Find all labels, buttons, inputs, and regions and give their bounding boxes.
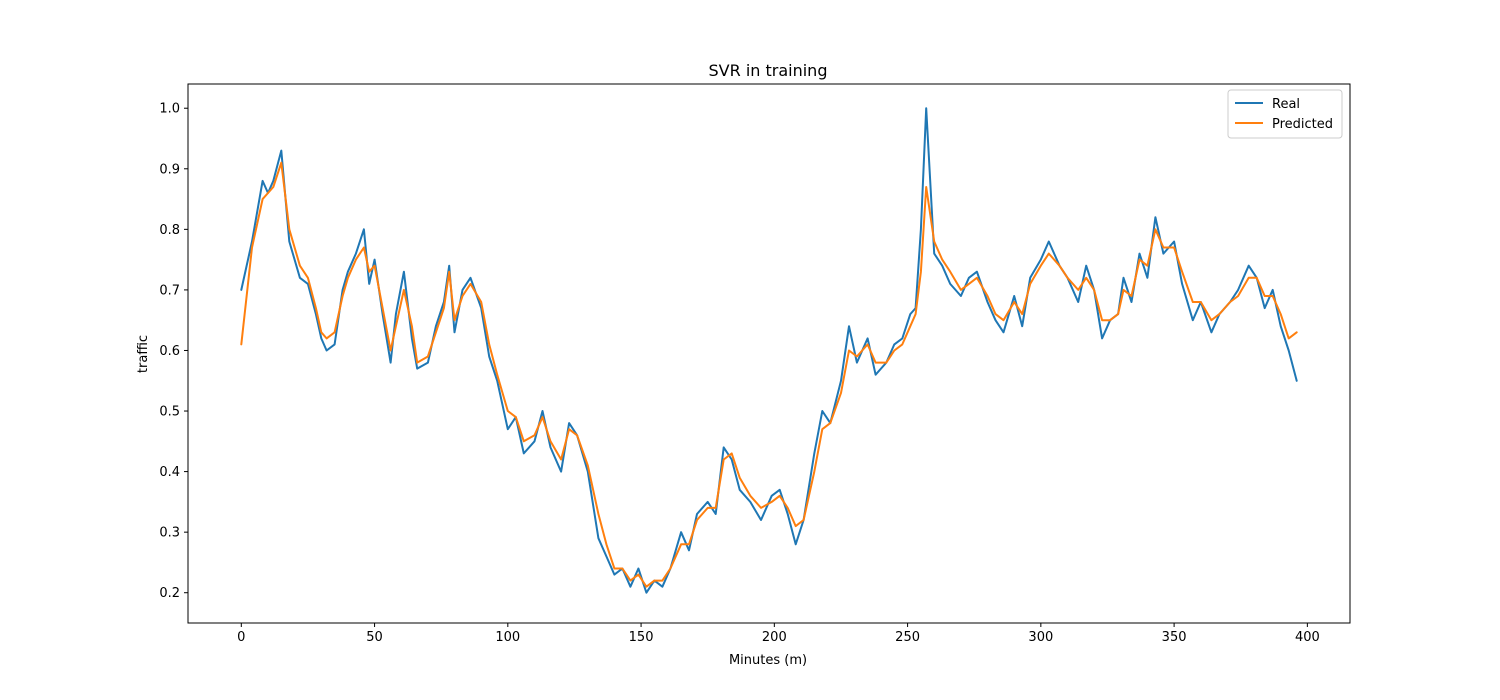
y-tick-label: 0.4 (159, 465, 180, 480)
x-tick-label: 150 (629, 630, 654, 645)
x-tick-label: 50 (366, 630, 383, 645)
y-tick-label: 0.5 (159, 405, 180, 420)
legend: Real Predicted (1227, 89, 1343, 139)
plot-area: 0 50 100 150 200 250 300 350 400 0.2 0.3 0.4 0.5 0.6 0… (159, 83, 1351, 645)
legend-label-predicted: Predicted (1272, 117, 1333, 132)
y-axis-title: traffic (136, 335, 151, 373)
axes-frame (187, 83, 1351, 624)
y-tick-label: 0.8 (159, 223, 180, 238)
series-line-predicted (240, 161, 1298, 588)
chart-title: SVR in training (709, 61, 828, 80)
x-tick-label: 300 (1028, 630, 1053, 645)
y-tick-label: 0.6 (159, 344, 180, 359)
x-axis-title: Minutes (m) (729, 653, 807, 668)
legend-label-real: Real (1272, 97, 1300, 112)
x-tick-label: 200 (762, 630, 787, 645)
y-tick-label: 1.0 (159, 102, 180, 117)
x-tick-label: 350 (1162, 630, 1187, 645)
x-tick-label: 100 (495, 630, 520, 645)
y-tick-label: 0.3 (159, 526, 180, 541)
y-tick-label: 0.9 (159, 162, 180, 177)
x-tick-label: 400 (1295, 630, 1320, 645)
y-tick-label: 0.2 (159, 586, 180, 601)
x-tick-label: 0 (237, 630, 245, 645)
y-tick-label: 0.7 (159, 283, 180, 298)
x-tick-label: 250 (895, 630, 920, 645)
